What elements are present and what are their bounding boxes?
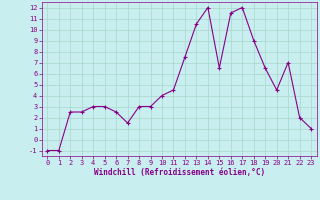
X-axis label: Windchill (Refroidissement éolien,°C): Windchill (Refroidissement éolien,°C) [94, 168, 265, 177]
